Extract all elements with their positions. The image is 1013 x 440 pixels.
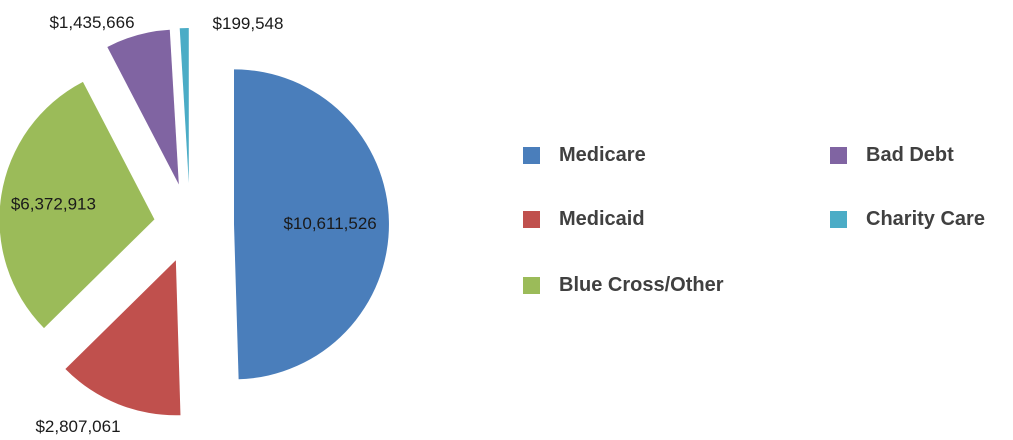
legend-item-blue-cross-other: Blue Cross/Other [523,271,723,299]
legend-label-blue-cross-other: Blue Cross/Other [559,273,724,296]
legend-swatch-blue-cross-other [523,276,540,294]
pie-chart: $10,611,526 $2,807,061 $6,372,913 $1,435,66… [0,0,470,440]
slice-charity-care [179,28,189,184]
legend-item-medicaid: Medicaid [523,205,645,233]
legend-swatch-charity-care [830,210,847,228]
legend-swatch-medicare [523,146,540,164]
legend-label-charity-care: Charity Care [866,207,985,230]
data-label-blue-cross-other: $6,372,913 [11,194,96,213]
legend-item-charity-care: Charity Care [830,205,985,233]
data-label-charity-care: $199,548 [213,14,284,33]
legend-label-medicaid: Medicaid [559,207,645,230]
slice-bad-debt [107,29,179,185]
legend-swatch-bad-debt [830,146,847,164]
slice-medicare [234,69,389,380]
chart-legend: Medicare Medicaid Blue Cross/Other Bad D… [523,138,1003,308]
legend-label-bad-debt: Bad Debt [866,143,954,166]
legend-item-medicare: Medicare [523,141,646,169]
data-label-bad-debt: $1,435,666 [49,13,134,32]
slice-blue-cross-other [0,81,155,329]
data-label-medicare: $10,611,526 [283,214,376,233]
slice-medicaid [65,260,181,416]
legend-item-bad-debt: Bad Debt [830,141,954,169]
pie-chart-svg: $10,611,526 $2,807,061 $6,372,913 $1,435,66… [0,13,389,436]
data-label-medicaid: $2,807,061 [35,417,120,436]
legend-label-medicare: Medicare [559,143,646,166]
legend-swatch-medicaid [523,210,540,228]
